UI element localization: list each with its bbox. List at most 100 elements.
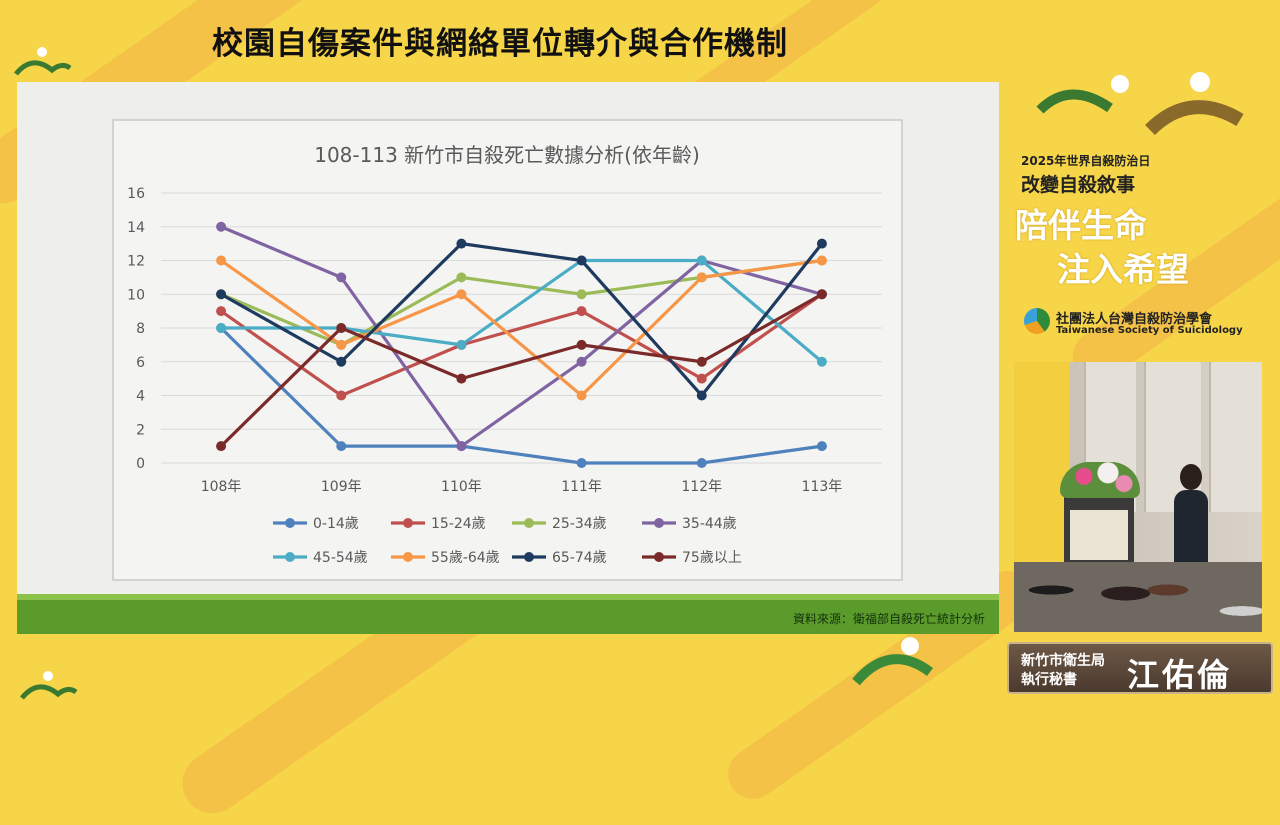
series-75歲以上 (216, 289, 827, 452)
y-tick-label: 0 (136, 456, 145, 472)
x-tick-label: 110年 (441, 479, 482, 495)
data-point (576, 356, 587, 367)
event-slogan-2: 注入希望 (1057, 250, 1189, 289)
y-tick-label: 6 (136, 355, 145, 371)
series-line (220, 258, 823, 398)
event-slogan-1: 陪伴生命 (1015, 206, 1147, 245)
legend-entry: 0-14歲 (273, 516, 359, 532)
figure-logo-icon (20, 671, 78, 700)
data-point (816, 238, 827, 249)
data-point (216, 441, 227, 452)
speaker-organization: 新竹市衛生局 (1021, 653, 1105, 669)
data-point (816, 356, 827, 367)
data-point (456, 238, 467, 249)
y-tick-label: 12 (127, 254, 145, 270)
legend-marker (285, 518, 295, 528)
legend-entry: 75歲以上 (642, 550, 742, 566)
page-title: 校園自傷案件與網絡單位轉介與合作機制 (212, 26, 788, 62)
legend-marker (285, 552, 295, 562)
series-35-44歲 (216, 221, 827, 452)
data-point (576, 458, 587, 468)
data-point (576, 289, 587, 300)
x-tick-label: 112年 (681, 479, 722, 495)
y-tick-label: 4 (136, 389, 145, 405)
x-tick-label: 113年 (802, 479, 843, 495)
legend-entry: 65-74歲 (512, 550, 607, 566)
series-line (220, 225, 823, 448)
data-point (336, 339, 347, 350)
speaker-name: 江佑倫 (1127, 656, 1233, 694)
legend-entry: 55歲-64歲 (391, 550, 500, 566)
series-55歲-64歲 (216, 255, 827, 401)
figure-logo-icon (1036, 72, 1244, 136)
data-point (696, 373, 707, 384)
data-point (576, 339, 587, 350)
x-tick-label: 108年 (201, 479, 242, 495)
speaker-title: 執行秘書 (1021, 672, 1077, 688)
legend-marker (654, 518, 664, 528)
legend-entry: 45-54歲 (273, 550, 368, 566)
data-point (336, 323, 347, 333)
y-tick-label: 14 (127, 220, 145, 236)
data-point (336, 272, 347, 283)
data-point (456, 441, 467, 452)
data-point (696, 356, 707, 367)
series-line (220, 292, 823, 398)
y-tick-label: 10 (127, 287, 145, 303)
data-point (816, 255, 827, 266)
data-point (336, 441, 347, 452)
data-point (456, 339, 467, 350)
legend-marker (524, 518, 534, 528)
y-tick-label: 8 (136, 321, 145, 337)
legend-entry: 25-34歲 (512, 516, 607, 532)
legend-label: 45-54歲 (313, 550, 368, 566)
series-line (221, 258, 823, 363)
series-line (220, 242, 824, 398)
chart-frame (112, 119, 903, 581)
flower-arrangement (1060, 462, 1140, 498)
audience (1014, 562, 1262, 632)
legend-label: 55歲-64歲 (431, 550, 500, 566)
legend-marker (654, 552, 664, 562)
data-point (696, 272, 707, 283)
legend-label: 25-34歲 (552, 516, 607, 532)
data-point (216, 323, 227, 333)
event-name: 2025年世界自殺防治日 (1021, 154, 1151, 168)
y-tick-label: 16 (127, 186, 145, 202)
data-point (216, 255, 227, 266)
legend-label: 65-74歲 (552, 550, 607, 566)
data-point (696, 390, 707, 401)
legend-entry: 35-44歲 (642, 516, 737, 532)
x-tick-label: 111年 (561, 479, 602, 495)
chart-title: 108-113 新竹市自殺死亡數據分析(依年齡) (314, 143, 700, 167)
x-tick-label: 109年 (321, 479, 362, 495)
data-point (816, 441, 827, 452)
legend-label: 0-14歲 (313, 516, 359, 532)
speaker-nameplate: 新竹市衛生局 執行秘書 江佑倫 (1007, 642, 1273, 694)
data-point (216, 221, 227, 232)
data-point (216, 306, 227, 317)
y-tick-label: 2 (136, 422, 145, 438)
data-point (216, 289, 227, 300)
legend-marker (403, 518, 413, 528)
slide-footer: 資料來源：衛福部自殺死亡統計分析 (17, 594, 999, 634)
podium-sign (1070, 510, 1128, 560)
speaker-video (1014, 362, 1262, 632)
society-logo-icon (1024, 308, 1050, 334)
series-line (219, 292, 823, 448)
series-65-74歲 (216, 238, 827, 401)
speaker-head (1180, 464, 1202, 490)
legend-label: 15-24歲 (431, 516, 486, 532)
legend-entry: 15-24歲 (391, 516, 486, 532)
data-point (336, 390, 347, 401)
event-brand: 2025年世界自殺防治日 改變自殺敘事 陪伴生命 注入希望 (1015, 152, 1265, 291)
data-point (576, 390, 587, 401)
data-point (696, 458, 707, 468)
legend-marker (524, 552, 534, 562)
data-point (696, 255, 707, 266)
presentation-slide: 108-113 新竹市自殺死亡數據分析(依年齡) 0 2 4 6 8 10 12 14 16 1… (17, 82, 999, 634)
legend-label: 75歲以上 (682, 550, 742, 566)
data-point (336, 356, 347, 367)
data-point (456, 272, 467, 283)
legend-label: 35-44歲 (682, 516, 737, 532)
